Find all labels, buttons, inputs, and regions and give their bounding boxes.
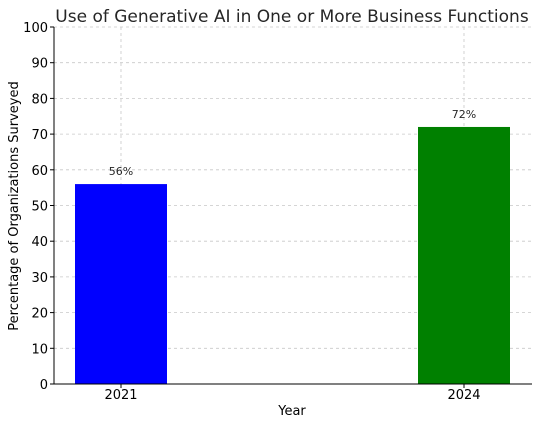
bar-2021: [75, 184, 167, 384]
y-tick-label: 70: [31, 128, 48, 143]
y-tick-label: 60: [31, 164, 48, 179]
x-tick-label: 2021: [104, 388, 137, 403]
y-tick-label: 20: [31, 307, 48, 322]
y-tick-label: 0: [40, 378, 48, 393]
x-axis-label: Year: [277, 404, 306, 419]
bars: [75, 126, 510, 385]
y-tick-label: 100: [23, 21, 48, 36]
y-tick-label: 80: [31, 92, 48, 107]
y-tick-label: 30: [31, 271, 48, 286]
chart-title: Use of Generative AI in One or More Busi…: [55, 7, 529, 27]
y-tick-label: 90: [31, 57, 48, 72]
y-tick-label: 10: [31, 342, 48, 357]
axes: 0 10 20 30 40 50 60 70 80 90 100 2021 2024: [23, 21, 532, 403]
data-label-2024: 72%: [452, 108, 476, 121]
data-labels: 56% 72%: [109, 108, 476, 178]
bar-2024: [418, 126, 510, 385]
y-tick-label: 40: [31, 235, 48, 250]
x-tick-label: 2024: [447, 388, 480, 403]
y-axis-label: Percentage of Organizations Surveyed: [7, 81, 22, 330]
data-label-2021: 56%: [109, 165, 133, 178]
y-tick-label: 50: [31, 200, 48, 215]
